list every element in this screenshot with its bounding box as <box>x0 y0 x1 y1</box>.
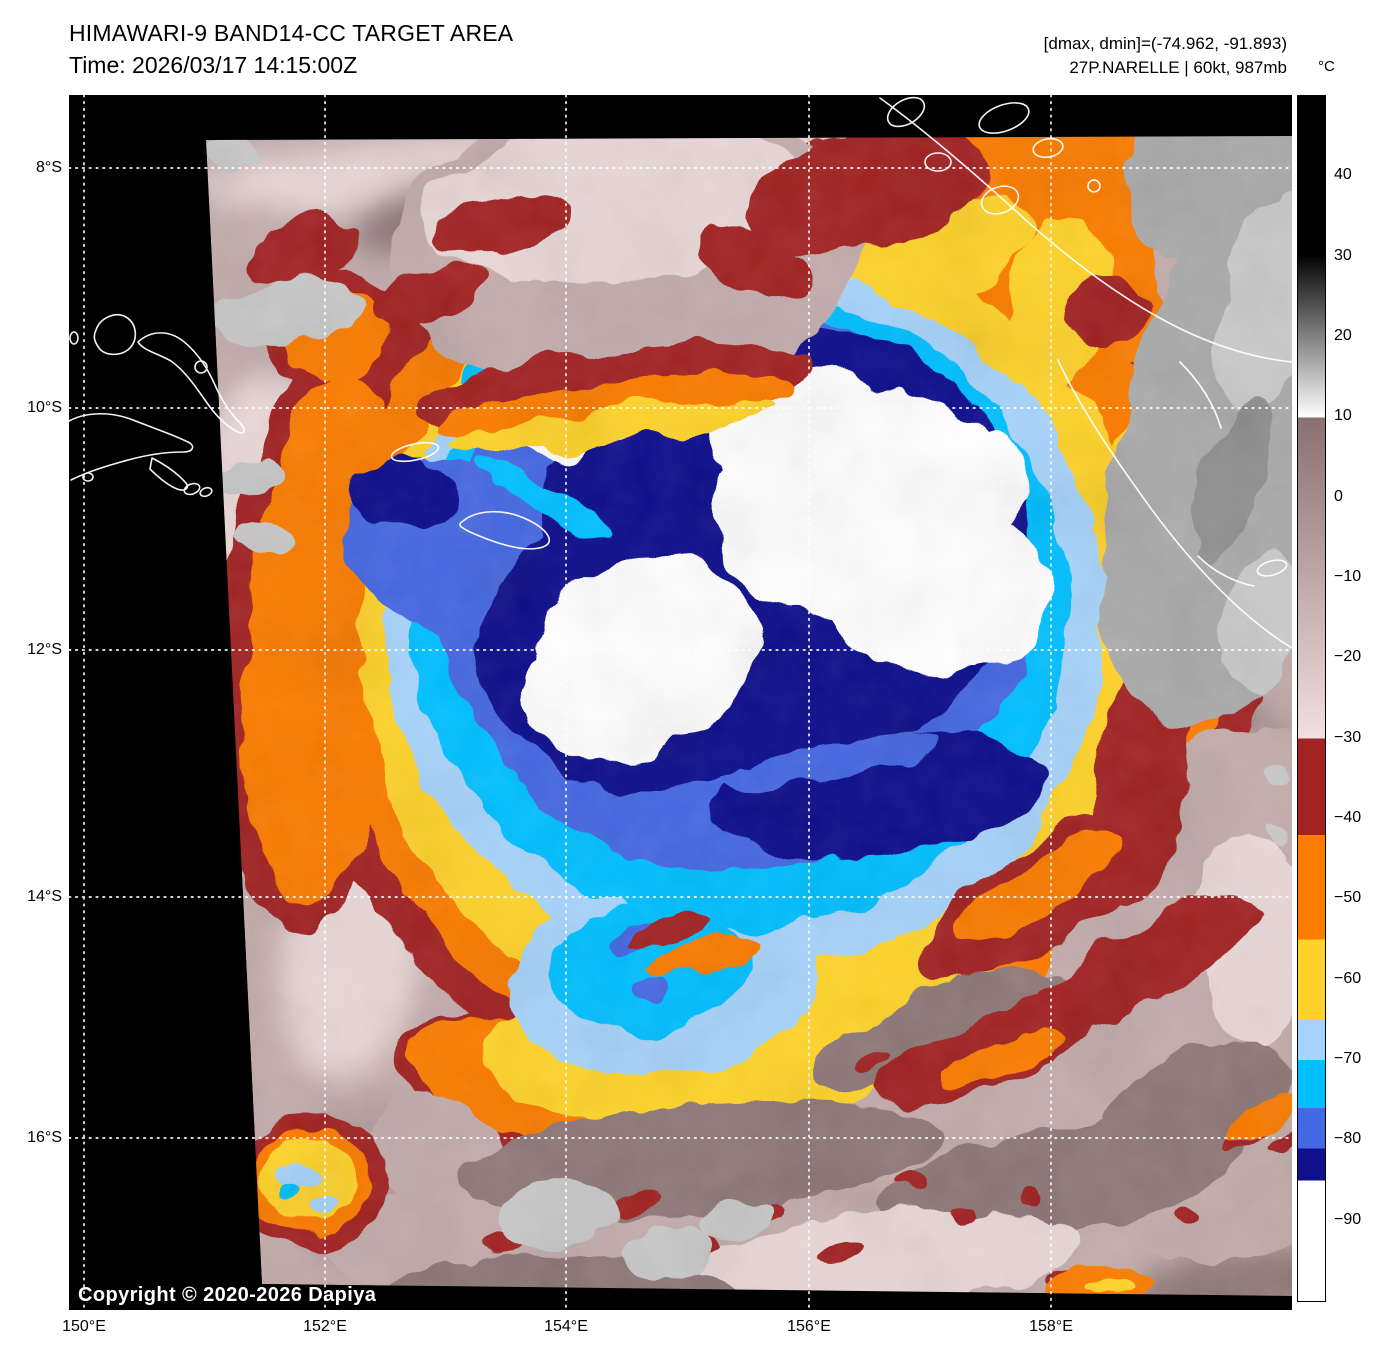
lat-tick-label: 12°S <box>27 641 62 658</box>
colorbar-tick-label: −30 <box>1334 728 1362 746</box>
product-info-block: [dmax, dmin]=(-74.962, -91.893) 27P.NARE… <box>887 32 1287 80</box>
lat-tick-label: 16°S <box>27 1129 62 1146</box>
lon-tick-label: 150°E <box>62 1318 106 1335</box>
colorbar-tick-label: −20 <box>1334 648 1362 666</box>
product-time: Time: 2026/03/17 14:15:00Z <box>69 52 358 78</box>
colorbar-tick-label: 40 <box>1334 166 1352 184</box>
colorbar-tick-label: 20 <box>1334 327 1352 344</box>
lat-tick-label: 14°S <box>27 888 62 905</box>
colorbar-tick-label: 0 <box>1334 487 1343 505</box>
coastlines <box>69 96 1292 649</box>
lon-tick-label: 158°E <box>1029 1318 1073 1335</box>
dmax-dmin-readout: [dmax, dmin]=(-74.962, -91.893) <box>1043 34 1287 53</box>
lon-tick-label: 156°E <box>787 1318 831 1335</box>
colorbar-tick-label: −10 <box>1334 568 1362 585</box>
colorbar-tick-label: −50 <box>1334 889 1362 907</box>
colorbar-tick-label: −60 <box>1334 969 1362 987</box>
data-swath <box>206 136 1292 1296</box>
colorbar-tick-label: 30 <box>1334 246 1352 264</box>
colorbar-tick-label: 10 <box>1334 407 1352 425</box>
plot-area <box>69 95 1292 1310</box>
lat-tick-label: 10°S <box>27 399 62 416</box>
copyright-label: Copyright © 2020-2026 Dapiya <box>78 1284 377 1306</box>
lat-tick-label: 8°S <box>36 159 62 176</box>
product-title: HIMAWARI-9 BAND14-CC TARGET AREA <box>69 20 514 46</box>
storm-readout: 27P.NARELLE | 60kt, 987mb <box>1069 58 1287 77</box>
lon-tick-label: 154°E <box>544 1318 588 1335</box>
graticule <box>69 95 1292 1310</box>
colorbar-tick-label: −70 <box>1334 1050 1362 1067</box>
colorbar <box>1297 95 1326 1302</box>
satellite-canvas <box>69 95 1292 1310</box>
colorbar-tick-label: −40 <box>1334 809 1362 826</box>
lon-tick-label: 152°E <box>303 1318 347 1335</box>
colorbar-tick-label: −80 <box>1334 1130 1362 1148</box>
colorbar-tick-label: −90 <box>1334 1210 1362 1228</box>
colorbar-unit-label: °C <box>1318 58 1335 75</box>
